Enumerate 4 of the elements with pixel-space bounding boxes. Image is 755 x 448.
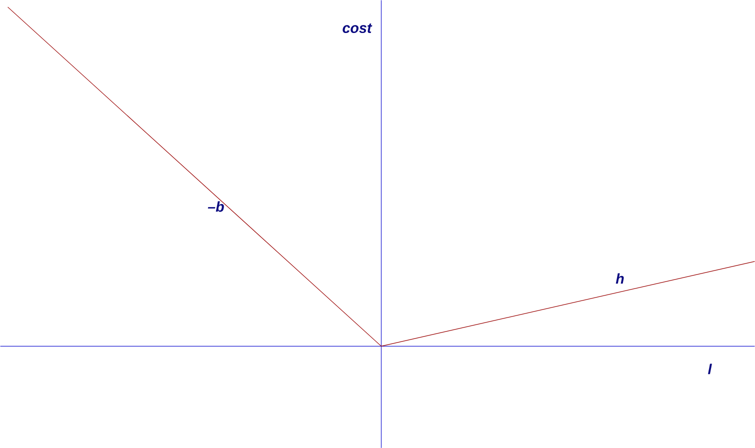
x-axis-title: l <box>708 364 712 374</box>
annotation: –b <box>208 201 224 212</box>
annotation: h <box>616 273 624 284</box>
y-axis-title: cost <box>342 23 372 33</box>
